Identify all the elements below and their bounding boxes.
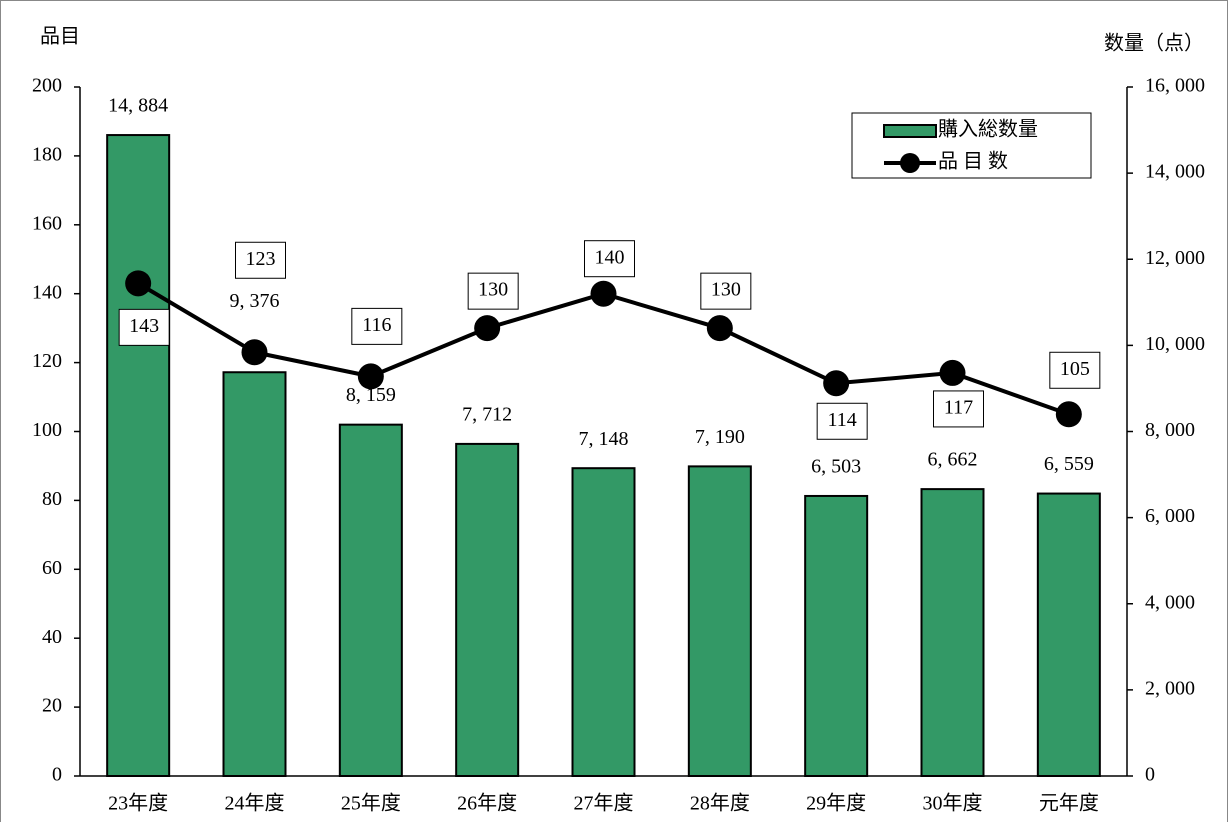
y2-tick-label: 8, 000 bbox=[1145, 419, 1195, 441]
y2-tick-label: 14, 000 bbox=[1145, 161, 1205, 183]
line-value-label: 117 bbox=[944, 397, 973, 419]
y-tick-label: 20 bbox=[42, 695, 62, 717]
y-tick-label: 120 bbox=[32, 350, 62, 372]
y-tick-label: 0 bbox=[52, 764, 62, 786]
bar-value-label: 6, 662 bbox=[928, 449, 978, 471]
x-tick-label: 23年度 bbox=[108, 792, 168, 815]
y2-tick-label: 12, 000 bbox=[1145, 247, 1205, 269]
bar bbox=[687, 465, 752, 777]
line-value-label: 143 bbox=[129, 315, 159, 337]
data-label-box bbox=[118, 308, 170, 346]
bar-value-label: 7, 712 bbox=[462, 403, 512, 425]
x-tick-label: 24年度 bbox=[225, 792, 285, 815]
bar bbox=[222, 371, 287, 777]
line-marker bbox=[590, 280, 617, 307]
x-tick-label: 26年度 bbox=[457, 792, 517, 815]
bar bbox=[1036, 492, 1101, 777]
y-tick-label: 40 bbox=[42, 626, 62, 648]
data-label-box bbox=[933, 390, 984, 428]
bar bbox=[920, 488, 985, 777]
y-tick-label: 100 bbox=[32, 419, 62, 441]
line-marker bbox=[939, 359, 966, 386]
x-tick-label: 元年度 bbox=[1039, 792, 1099, 815]
y2-tick-label: 10, 000 bbox=[1145, 333, 1205, 355]
x-tick-label: 29年度 bbox=[806, 792, 866, 815]
line-marker bbox=[474, 315, 501, 342]
bar-value-label: 14, 884 bbox=[108, 95, 168, 117]
line-value-label: 105 bbox=[1060, 358, 1090, 380]
y-tick-label: 80 bbox=[42, 488, 62, 510]
y2-tick-label: 6, 000 bbox=[1145, 505, 1195, 527]
y-tick-label: 140 bbox=[32, 281, 62, 303]
bar-value-label: 8, 159 bbox=[346, 384, 396, 406]
bar-value-label: 6, 559 bbox=[1044, 453, 1094, 475]
line-value-label: 130 bbox=[478, 279, 508, 301]
y-axis-label: 品目 bbox=[40, 26, 80, 48]
bar-value-label: 6, 503 bbox=[811, 456, 861, 478]
legend bbox=[851, 112, 1092, 179]
y-tick-label: 200 bbox=[32, 75, 62, 97]
line-value-label: 123 bbox=[246, 248, 276, 270]
data-label-box bbox=[235, 241, 286, 279]
y2-tick-label: 16, 000 bbox=[1145, 75, 1205, 97]
data-label-box bbox=[1049, 351, 1101, 389]
bar-value-label: 7, 148 bbox=[579, 428, 629, 450]
bar bbox=[338, 423, 403, 777]
data-label-box bbox=[467, 272, 519, 310]
x-tick-label: 30年度 bbox=[923, 792, 983, 815]
line-value-label: 114 bbox=[828, 409, 857, 431]
data-label-box bbox=[700, 272, 752, 310]
data-label-box bbox=[584, 240, 635, 278]
data-label-box bbox=[351, 307, 403, 345]
y2-tick-label: 0 bbox=[1145, 764, 1155, 786]
legend-swatch bbox=[883, 124, 937, 138]
y-tick-label: 60 bbox=[42, 557, 62, 579]
x-tick-label: 28年度 bbox=[690, 792, 750, 815]
data-label-box bbox=[816, 402, 868, 440]
y2-tick-label: 4, 000 bbox=[1145, 591, 1195, 613]
y-tick-label: 160 bbox=[32, 212, 62, 234]
bar bbox=[804, 494, 869, 777]
legend-label: 購入総数量 bbox=[938, 118, 1038, 141]
bar bbox=[455, 442, 520, 777]
line-value-label: 116 bbox=[362, 314, 391, 336]
line-marker bbox=[125, 270, 152, 297]
line-marker bbox=[823, 370, 850, 397]
x-tick-label: 27年度 bbox=[574, 792, 634, 815]
bar-value-label: 9, 376 bbox=[230, 290, 280, 312]
legend-label: 品 目 数 bbox=[938, 150, 1008, 173]
x-tick-label: 25年度 bbox=[341, 792, 401, 815]
bar-value-label: 7, 190 bbox=[695, 426, 745, 448]
line-marker bbox=[241, 339, 268, 366]
legend-marker bbox=[900, 153, 920, 173]
line-marker bbox=[706, 315, 733, 342]
bar bbox=[106, 134, 171, 778]
line-value-label: 140 bbox=[595, 246, 625, 268]
y-tick-label: 180 bbox=[32, 143, 62, 165]
y2-tick-label: 2, 000 bbox=[1145, 677, 1195, 699]
line-marker bbox=[1055, 401, 1082, 428]
bar bbox=[571, 467, 636, 777]
line-marker bbox=[357, 363, 384, 390]
line-value-label: 130 bbox=[711, 279, 741, 301]
y2-axis-label: 数量（点） bbox=[1104, 32, 1204, 55]
